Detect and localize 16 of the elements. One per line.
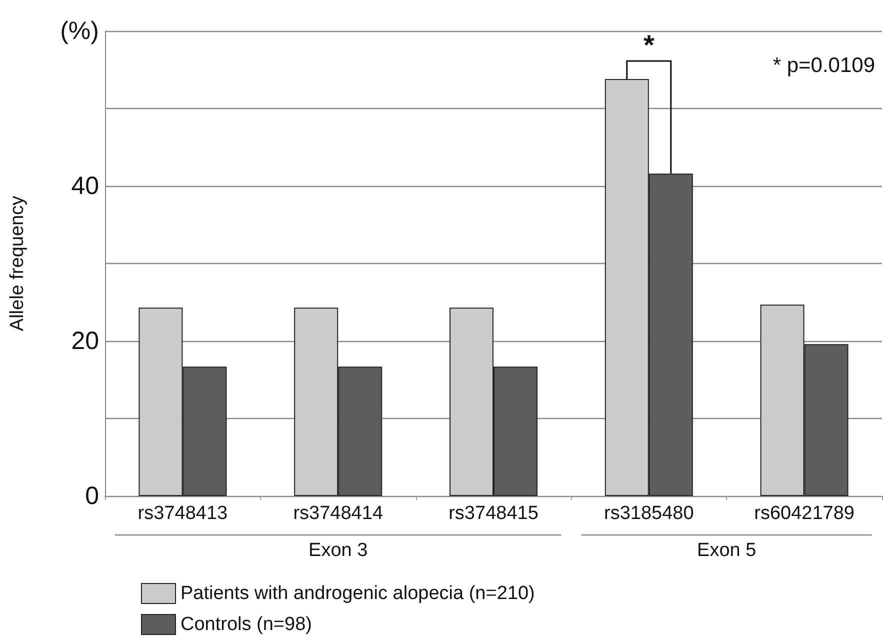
x-tick-label: rs3185480 — [604, 503, 694, 524]
y-tick-label: 40 — [71, 172, 99, 200]
text: Exon 5 — [697, 540, 756, 561]
x-tick-label: rs3748414 — [293, 503, 384, 524]
x-tick-label: rs60421789 — [754, 503, 854, 524]
y-tick-label: 0 — [85, 482, 99, 510]
annotation: * — [643, 30, 654, 61]
y-axis-title: Allele frequency — [7, 195, 28, 332]
y-tick-label: 20 — [71, 327, 99, 355]
x-tick-label: rs3748413 — [138, 503, 228, 524]
legend-label: Controls (n=98) — [180, 614, 312, 635]
text: Exon 3 — [308, 540, 368, 561]
y-tick-label: (%) — [60, 17, 99, 45]
x-tick-label: rs3748415 — [448, 503, 538, 524]
legend-label: Patients with androgenic alopecia (n=210) — [180, 583, 535, 604]
annotation: * p=0.0109 — [772, 54, 876, 77]
